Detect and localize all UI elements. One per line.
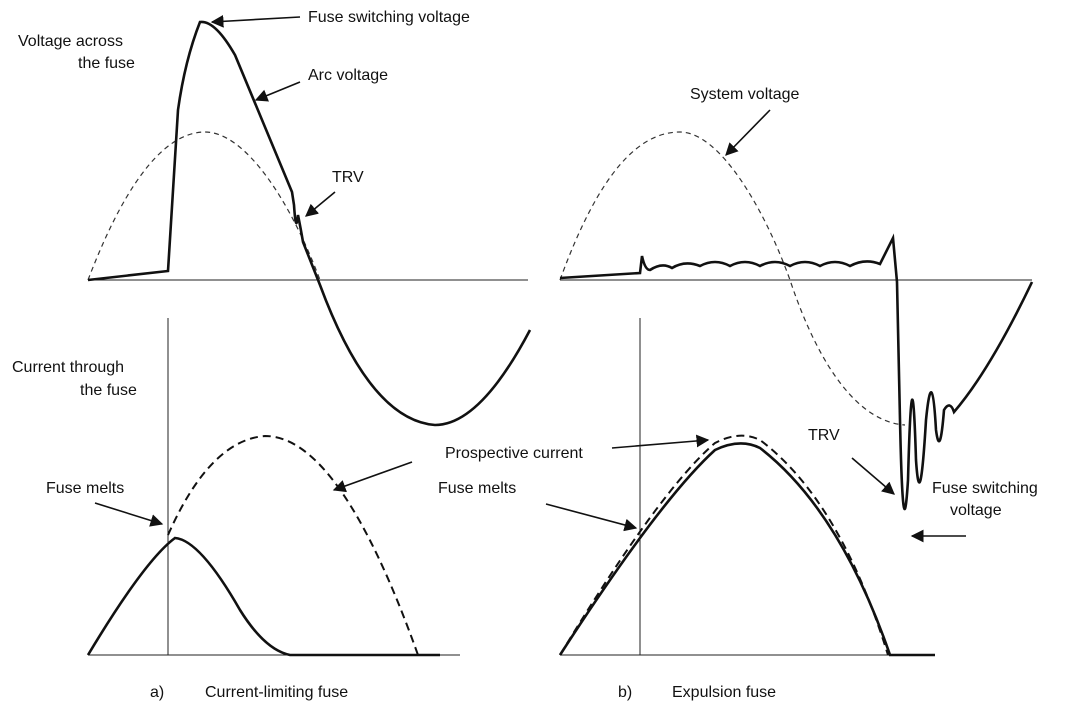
voltage-curve (559, 233, 1034, 511)
caption-letter: a) (150, 684, 164, 701)
arrow (545, 503, 638, 532)
arrow (332, 461, 413, 493)
arrow (210, 14, 301, 28)
arrow (305, 191, 336, 217)
prospective-current-curve (559, 434, 889, 656)
label: Voltage across the fuse (18, 33, 135, 72)
system-voltage-curve (87, 131, 321, 281)
panel-b: System voltage Prospective current Fuse … (332, 86, 1038, 701)
label: TRV (808, 427, 840, 444)
label: System voltage (690, 86, 799, 103)
label: Fuse switching voltage (308, 9, 470, 26)
arrow (94, 502, 164, 527)
arrow (851, 457, 895, 495)
system-voltage-curve (559, 131, 906, 426)
caption-letter: b) (618, 684, 632, 701)
current-curve (86, 536, 440, 657)
current-curve (558, 442, 935, 657)
label: Prospective current (445, 445, 583, 462)
caption: Expulsion fuse (672, 684, 776, 701)
arrow (254, 81, 301, 102)
arrow (611, 434, 710, 449)
prospective-current-curve (167, 434, 419, 656)
panel-a: Voltage across the fuse Fuse switching vo… (12, 9, 532, 701)
label: Current through the fuse (12, 359, 137, 399)
label: Arc voltage (308, 67, 388, 84)
voltage-curve (87, 20, 532, 427)
arrow (725, 109, 771, 156)
label: Fuse melts (438, 480, 516, 497)
label: Fuse switching voltage (932, 480, 1038, 519)
caption: Current-limiting fuse (205, 684, 348, 701)
label: TRV (332, 169, 364, 186)
label: Fuse melts (46, 480, 124, 497)
